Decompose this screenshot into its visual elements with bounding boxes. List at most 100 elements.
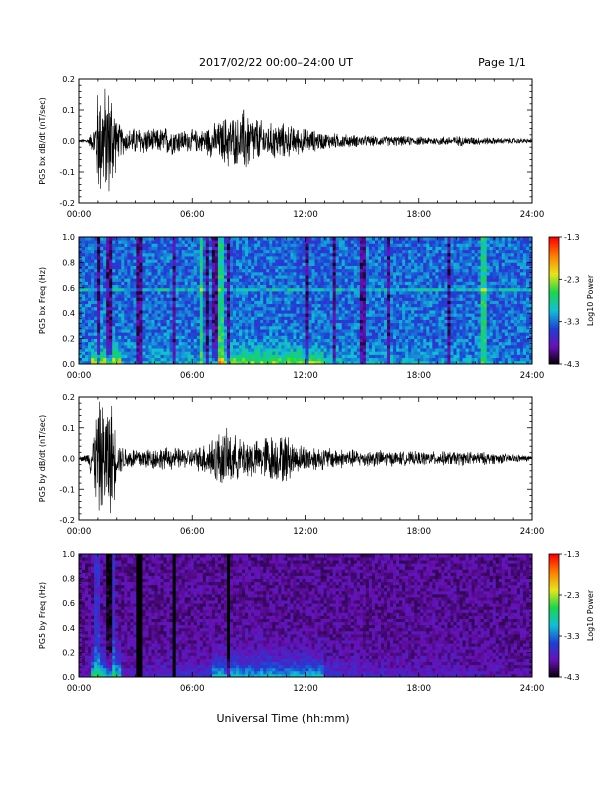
spectrogram-cell <box>275 297 279 301</box>
spectrogram-cell <box>320 335 325 339</box>
spectrogram-cell <box>311 316 315 320</box>
spectrogram-cell <box>118 249 122 254</box>
spectrogram-cell <box>426 281 430 286</box>
spectrogram-cell <box>121 325 125 330</box>
spectrogram-cell <box>136 313 140 317</box>
spectrogram-cell <box>91 294 95 298</box>
spectrogram-cell <box>269 237 273 241</box>
spectrogram-cell <box>260 278 264 282</box>
spectrogram-cell <box>344 319 349 324</box>
spectrogram-cell <box>296 360 300 365</box>
spectrogram-cell <box>408 297 412 301</box>
spectrogram-cell <box>202 303 207 308</box>
spectrogram-cell <box>311 284 315 289</box>
spectrogram-cell <box>106 310 110 314</box>
spectrogram-cell <box>260 341 264 346</box>
spectrogram-cell <box>202 348 207 352</box>
spectrogram-cell <box>145 240 149 244</box>
spectrogram-cell <box>145 338 149 343</box>
spectrogram-cell <box>263 252 267 257</box>
spectrogram-cell <box>338 316 343 320</box>
spectrogram-cell <box>97 306 101 311</box>
spectrogram-cell <box>226 265 231 270</box>
spectrogram-cell <box>332 271 337 276</box>
spectrogram-cell <box>411 249 415 254</box>
spectrogram-cell <box>254 310 258 314</box>
spectrogram-cell <box>184 313 189 317</box>
spectrogram-cell <box>248 316 252 320</box>
spectrogram-cell <box>287 297 291 301</box>
spectrogram-cell <box>103 256 107 260</box>
spectrogram-cell <box>233 329 237 333</box>
spectrogram-cell <box>79 332 83 336</box>
spectrogram-cell <box>278 265 282 270</box>
spectrogram-cell <box>423 300 427 305</box>
spectrogram-cell <box>426 243 430 247</box>
spectrogram-cell <box>230 265 234 270</box>
spectrogram-cell <box>311 252 315 257</box>
spectrogram-cell <box>299 256 303 260</box>
spectrogram-cell <box>260 338 264 343</box>
spectrogram-cell <box>396 275 400 279</box>
spectrogram-cell <box>211 344 216 349</box>
spectrogram-cell <box>371 332 376 336</box>
spectrogram-cell <box>233 332 237 336</box>
spectrogram-cell <box>402 325 406 330</box>
spectrogram-cell <box>435 325 439 330</box>
spectrogram-cell <box>220 300 225 305</box>
spectrogram-cell <box>326 344 331 349</box>
spectrogram-cell <box>381 357 385 362</box>
spectrogram-cell <box>202 265 207 270</box>
spectrogram-cell <box>172 310 177 314</box>
spectrogram-cell <box>402 335 406 339</box>
spectrogram-cell <box>323 338 328 343</box>
spectrogram-cell <box>302 246 306 251</box>
spectrogram-cell <box>133 284 137 289</box>
spectrogram-cell <box>115 265 119 270</box>
spectrogram-cell <box>438 325 442 330</box>
spectrogram-cell <box>302 348 306 352</box>
spectrogram-cell <box>393 335 397 339</box>
spectrogram-cell <box>302 341 306 346</box>
spectrogram-cell <box>387 243 391 247</box>
spectrogram-cell <box>184 240 189 244</box>
spectrogram-cell <box>359 338 364 343</box>
spectrogram-cell <box>106 335 110 339</box>
spectrogram-cell <box>356 243 361 247</box>
spectrogram-cell <box>408 256 412 260</box>
spectrogram-cell <box>127 281 131 286</box>
spectrogram-cell <box>405 268 409 273</box>
spectrogram-cell <box>151 284 155 289</box>
spectrogram-cell <box>260 329 264 333</box>
spectrogram-cell <box>136 284 140 289</box>
spectrogram-cell <box>109 237 113 241</box>
spectrogram-cell <box>166 348 170 352</box>
spectrogram-cell <box>411 297 415 301</box>
spectrogram-cell <box>320 297 325 301</box>
spectrogram-cell <box>387 284 391 289</box>
spectrogram-cell <box>317 271 321 276</box>
spectrogram-cell <box>242 316 246 320</box>
spectrogram-cell <box>193 329 198 333</box>
spectrogram-cell <box>257 290 261 295</box>
spectrogram-cell <box>242 341 246 346</box>
spectrogram-cell <box>85 275 89 279</box>
spectrogram-cell <box>236 275 240 279</box>
spectrogram-cell <box>344 287 349 292</box>
spectrogram-cell <box>260 357 264 362</box>
spectrogram-cell <box>266 259 270 263</box>
spectrogram-cell <box>199 310 204 314</box>
spectrogram-cell <box>317 268 321 273</box>
spectrogram-cell <box>393 237 397 241</box>
spectrogram-cell <box>444 341 448 346</box>
spectrogram-cell <box>420 297 424 301</box>
spectrogram-cell <box>323 357 328 362</box>
spectrogram-cell <box>88 281 92 286</box>
spectrogram-cell <box>154 360 158 365</box>
spectrogram-cell <box>338 344 343 349</box>
spectrogram-cell <box>148 275 152 279</box>
spectrogram-cell <box>202 297 207 301</box>
spectrogram-cell <box>426 357 430 362</box>
spectrogram-cell <box>91 357 95 362</box>
spectrogram-cell <box>435 332 439 336</box>
